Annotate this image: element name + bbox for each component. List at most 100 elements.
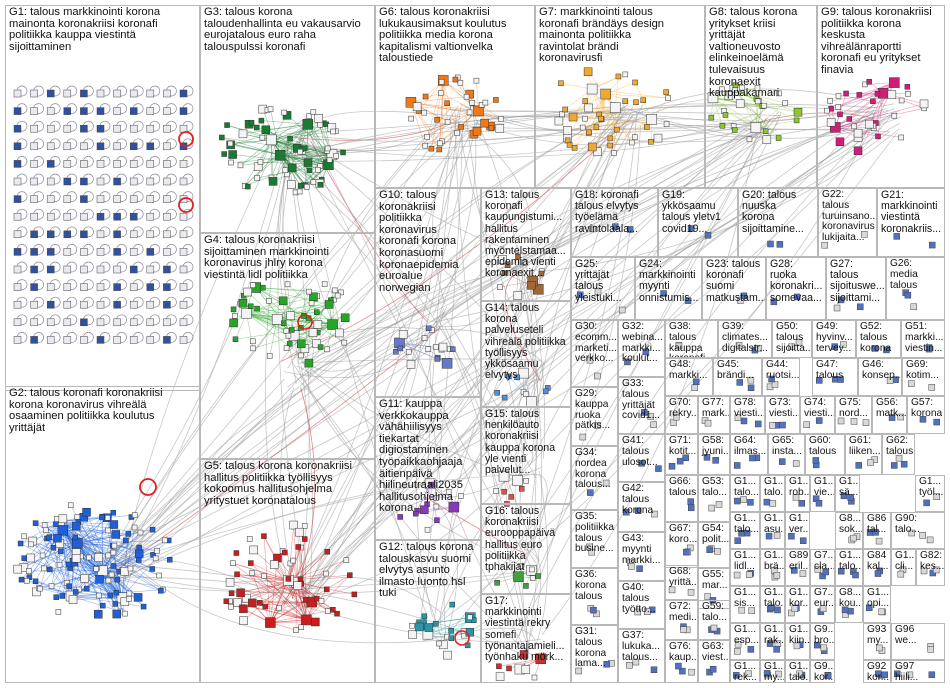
node-square: [241, 307, 252, 319]
node-square: [563, 126, 572, 135]
group-label: G1... talo...: [839, 550, 863, 572]
node-square: [577, 291, 584, 299]
node-square: [737, 297, 744, 304]
node-square: [588, 142, 597, 152]
node-square: [63, 230, 72, 239]
node-square: [228, 150, 237, 159]
inter-group-edge: [115, 564, 304, 588]
node-square: [13, 107, 22, 115]
cluster-edge: [250, 562, 307, 621]
inter-group-edge: [422, 119, 622, 484]
inter-group-edge: [425, 119, 479, 330]
cluster-edge: [288, 580, 307, 621]
node-square: [405, 348, 412, 355]
group-box-g45: G45: brändi...: [713, 358, 762, 396]
group-box-g10: G10: talous koronakriisi politiikka koro…: [375, 188, 481, 397]
group-box-g13: G13: talous koronafi kaupungistumi... ha…: [481, 188, 571, 301]
cluster-edge: [835, 94, 893, 128]
node-square: [254, 305, 260, 312]
node-square: [724, 91, 734, 101]
node-square: [887, 90, 897, 99]
group-box-g27: G27: talous sijoituswe... sijoittami...: [826, 257, 886, 320]
node-square: [334, 292, 341, 299]
group-box-g54: G54: polit...: [698, 522, 730, 568]
node-square: [324, 346, 330, 353]
node-square: [225, 578, 235, 587]
node-square: [53, 533, 62, 543]
inter-group-edge: [432, 328, 545, 364]
cluster-edge: [77, 542, 160, 576]
inter-group-edge: [305, 112, 889, 378]
cluster-edge: [271, 124, 327, 141]
group-box-g11: G11: kauppa verkkokauppa vähähiilisyys t…: [375, 397, 481, 540]
node-square: [799, 570, 807, 577]
node-square: [46, 300, 55, 309]
node-square: [852, 571, 859, 579]
cluster-edge: [426, 80, 444, 137]
cluster-edge: [755, 120, 797, 129]
group-label: G30: ecomm... marketi... verkko...: [575, 321, 617, 365]
group-box-g39: G39: climates... digitalstr...: [718, 320, 772, 358]
node-square: [874, 91, 881, 97]
node-square: [179, 89, 188, 98]
node-square: [57, 548, 64, 554]
group-label: G78: viesti...: [734, 397, 765, 419]
node-square: [732, 82, 739, 89]
node-square: [773, 532, 781, 539]
node-square: [310, 109, 317, 115]
inter-group-edge: [515, 265, 543, 663]
group-box-g76: G76: kaup...: [665, 640, 698, 683]
node-square: [80, 265, 88, 274]
group-label: G7: markkinointi talous koronafi brändäy…: [539, 6, 665, 65]
node-square: [425, 325, 432, 332]
node-square: [501, 488, 507, 495]
group-box-g34: G34: nordea korona talous...: [571, 446, 618, 510]
inter-group-edge: [309, 124, 753, 162]
group-box-g12: G12: talous korona talouskasvu suomi elv…: [375, 540, 481, 683]
group-box-g79: G1... talo...: [730, 475, 760, 512]
group-label: G68: yrittä...: [669, 566, 698, 588]
node-square: [308, 328, 318, 337]
node-square: [113, 195, 121, 203]
node-square: [660, 290, 667, 297]
node-square: [21, 533, 27, 540]
node-square: [163, 107, 171, 115]
node-square: [122, 610, 128, 617]
node-square: [140, 603, 147, 610]
cluster-edge: [610, 119, 652, 146]
node-square: [233, 550, 240, 556]
node-square: [96, 142, 105, 151]
node-square: [41, 565, 47, 572]
node-square: [629, 139, 635, 146]
group-label: G1... rob...: [789, 476, 810, 498]
node-square: [740, 496, 747, 503]
group-box-g20: G20: talous nuuska korona sijoittamine..…: [738, 188, 818, 257]
node-square: [881, 671, 888, 679]
cluster-edge: [270, 578, 289, 623]
group-label: G69: kotim...: [906, 359, 939, 381]
group-label: G61: liiken...: [849, 435, 881, 457]
cluster-edge: [77, 542, 158, 552]
group-label: G1... lidl...: [734, 550, 757, 572]
cluster-edge: [263, 536, 271, 623]
node-square: [302, 536, 308, 542]
node-square: [779, 458, 786, 465]
node-square: [57, 525, 69, 536]
node-square: [13, 336, 22, 344]
cluster-edge: [270, 109, 281, 156]
node-square: [412, 102, 422, 111]
node-square: [636, 565, 643, 572]
cluster-edge: [307, 124, 330, 161]
node-square: [788, 609, 795, 617]
cluster-edge: [399, 342, 438, 360]
node-square: [535, 573, 541, 579]
node-square: [266, 134, 277, 146]
group-box-g16: G16: talous koronakriisi eurooppapäivä h…: [481, 504, 571, 594]
node-square: [473, 77, 480, 84]
cluster-edge: [107, 555, 123, 598]
node-square: [521, 665, 531, 674]
inter-group-edge: [426, 105, 462, 494]
group-box-g78: G78: viesti...: [730, 396, 765, 434]
node-square: [146, 300, 155, 309]
group-box-g35: G35: politiikka talous busine...: [571, 510, 618, 568]
